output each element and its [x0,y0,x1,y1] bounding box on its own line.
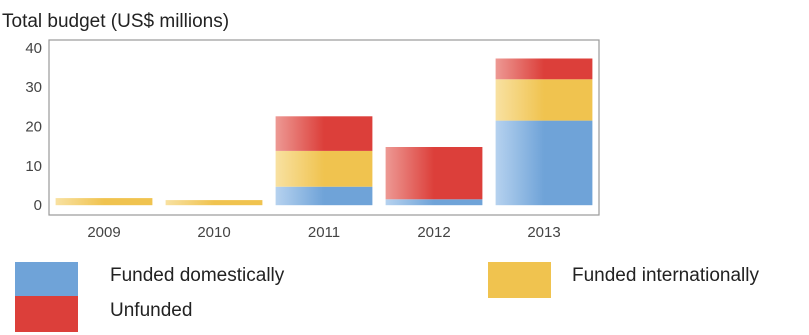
y-tick-label: 0 [34,197,42,214]
bar-segment-2011-funded-internationally [275,150,373,187]
bar-segment-2013-funded-internationally [495,79,593,121]
x-axis: 2009 2010 2011 2012 2013 [87,224,560,241]
bar-segment-2012-funded-domestically [385,199,483,206]
legend-label: Funded domestically [110,265,285,286]
legend-label: Unfunded [110,300,192,321]
y-tick-label: 20 [25,119,42,136]
bar-segment-2012-unfunded [385,147,483,200]
y-tick-label: 40 [25,40,42,57]
bar-segment-2011-unfunded [275,116,373,151]
y-axis: 0 10 20 30 40 [25,40,42,214]
legend-swatch-unfunded [15,296,78,332]
x-tick-label: 2009 [87,224,120,241]
x-tick-label: 2012 [417,224,450,241]
legend-swatch-funded-internationally [488,262,551,298]
legend-swatch-funded-domestically [15,262,78,298]
bar-segment-2013-unfunded [495,58,593,80]
bars [55,58,593,206]
x-tick-label: 2011 [308,224,340,241]
legend-label: Funded internationally [572,265,759,286]
legend: Funded domestically Funded internationall… [15,262,759,332]
x-tick-label: 2013 [527,224,560,241]
bar-segment-2011-funded-domestically [275,186,373,206]
y-tick-label: 30 [25,79,42,96]
bar-segment-2009-funded-internationally [55,198,153,206]
x-tick-label: 2010 [197,224,230,241]
y-tick-label: 10 [25,158,42,175]
chart-title: Total budget (US$ millions) [2,11,229,32]
bar-segment-2010-funded-internationally [165,200,263,206]
bar-segment-2013-funded-domestically [495,120,593,206]
